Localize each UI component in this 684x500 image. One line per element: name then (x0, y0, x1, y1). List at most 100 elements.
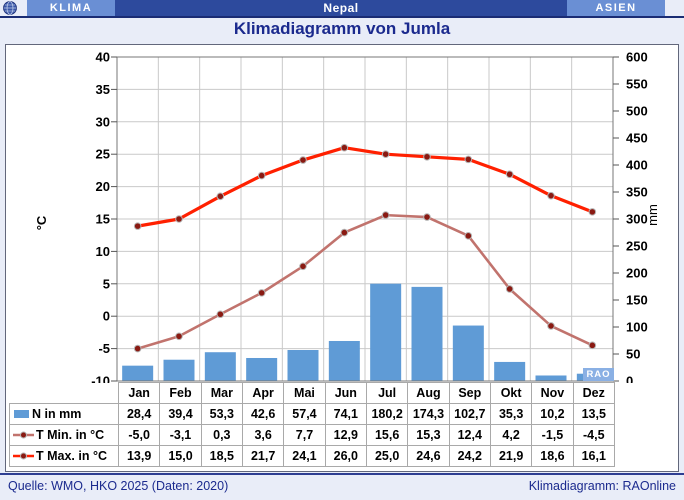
empty-corner-cell (10, 383, 119, 404)
value-cell: 4,2 (489, 424, 533, 446)
month-header-cell: Nov (531, 382, 574, 404)
footer-source: Quelle: WMO, HKO 2025 (Daten: 2020) (8, 479, 229, 493)
month-header-cell: Jan (117, 382, 161, 404)
month-header-cell: Apr (241, 382, 285, 404)
nav-nepal[interactable]: Nepal (115, 0, 567, 16)
axis-tick-label: 100 (626, 320, 648, 335)
axis-tick-label: 400 (626, 158, 648, 173)
axis-tick-label: 600 (626, 50, 648, 65)
temp-marker (299, 262, 307, 271)
top-nav-bar: KLIMA Nepal ASIEN (0, 0, 684, 18)
axis-tick-label: -5 (98, 341, 110, 356)
month-header-cell: Mar (200, 382, 243, 404)
value-cell: -4,5 (572, 424, 615, 446)
temp-marker (340, 143, 349, 152)
line-legend-swatch (13, 431, 34, 439)
footer-divider (0, 473, 684, 475)
precip-bar (204, 352, 236, 381)
value-cell: 13,5 (572, 403, 615, 425)
precip-bar (494, 361, 526, 381)
temp-marker (547, 191, 555, 200)
month-header-cell: Okt (489, 382, 533, 404)
temp-marker (588, 341, 597, 350)
axis-tick-label: 0 (103, 309, 110, 324)
value-cell: -5,0 (117, 424, 161, 446)
legend-cell: T Max. in °C (9, 445, 119, 467)
precip-bar (287, 350, 319, 381)
value-cell: 28,4 (117, 403, 161, 425)
value-cell: 26,0 (324, 445, 367, 467)
value-cell: 24,2 (448, 445, 491, 467)
temp-marker (464, 155, 473, 164)
axis-tick-label: 300 (626, 212, 648, 227)
value-cell: -3,1 (159, 424, 202, 446)
bar-legend-swatch (14, 410, 29, 418)
axis-tick-label: 200 (626, 266, 648, 281)
globe-icon (3, 1, 17, 15)
value-cell: 3,6 (241, 424, 285, 446)
temp-marker (423, 213, 431, 221)
value-cell: 180,2 (365, 403, 409, 425)
value-cell: 12,4 (448, 424, 491, 446)
temp-marker (257, 289, 266, 297)
precip-bar (411, 286, 443, 381)
value-cell: 0,3 (200, 424, 243, 446)
nav-klima[interactable]: KLIMA (27, 0, 115, 16)
axis-tick-label: -10 (91, 374, 110, 384)
legend-cell: N in mm (9, 403, 119, 425)
value-cell: 57,4 (283, 403, 326, 425)
value-cell: -1,5 (531, 424, 574, 446)
value-cell: 25,0 (365, 445, 409, 467)
nav-asien[interactable]: ASIEN (567, 0, 665, 16)
axis-tick-label: 15 (96, 212, 110, 227)
axis-tick-label: 35 (96, 82, 110, 97)
value-cell: 42,6 (241, 403, 285, 425)
axis-tick-label: 150 (626, 293, 648, 308)
temp-marker (505, 170, 514, 179)
axis-tick-label: 40 (96, 50, 110, 65)
temp-marker (216, 192, 225, 201)
temp-marker (381, 211, 390, 219)
month-header-row: Jan Feb Mar Apr Mai Jun Jul Aug Sep Okt Nov Dez (10, 382, 615, 404)
value-cell: 13,9 (117, 445, 161, 467)
left-axis-unit: °C (34, 215, 49, 230)
value-cell: 174,3 (407, 403, 450, 425)
value-cell: 7,7 (283, 424, 326, 446)
precip-bar (370, 283, 402, 381)
axis-tick-label: 5 (103, 276, 110, 291)
temp-line (137, 146, 593, 228)
value-cell: 24,1 (283, 445, 326, 467)
temp-marker (464, 232, 473, 240)
value-cell: 12,9 (324, 424, 367, 446)
axis-tick-label: 350 (626, 185, 648, 200)
legend-label: N in mm (32, 407, 82, 421)
legend-label: T Max. in °C (36, 449, 107, 463)
temp-marker (257, 171, 266, 180)
right-axis-unit: mm (645, 204, 660, 226)
rao-watermark: RAO (583, 368, 614, 381)
axis-tick-label: 0 (626, 374, 633, 384)
axis-tick-label: 25 (96, 147, 110, 162)
axis-tick-label: 500 (626, 104, 648, 119)
value-cell: 74,1 (324, 403, 367, 425)
axis-tick-label: 20 (96, 179, 110, 194)
climate-chart: 4035302520151050-5-106005505004504003503… (34, 50, 660, 384)
precip-bar (246, 357, 278, 381)
value-cell: 10,2 (531, 403, 574, 425)
footer-credit: Klimadiagramm: RAOnline (528, 479, 676, 493)
value-cell: 35,3 (489, 403, 533, 425)
value-cell: 21,9 (489, 445, 533, 467)
temp-marker (423, 152, 431, 161)
temp-marker (381, 150, 390, 158)
legend-label: T Min. in °C (36, 428, 105, 442)
month-header-cell: Dez (572, 382, 615, 404)
value-cell: 53,3 (200, 403, 243, 425)
month-header-cell: Jun (324, 382, 367, 404)
temp-marker (547, 322, 555, 330)
page-title: Klimadiagramm von Jumla (233, 19, 451, 38)
temp-marker (175, 215, 183, 223)
value-cell: 15,6 (365, 424, 409, 446)
value-cell: 39,4 (159, 403, 202, 425)
precip-bar (535, 375, 567, 381)
